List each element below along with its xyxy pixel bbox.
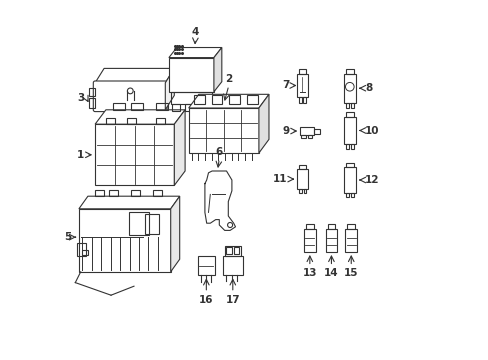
Bar	[106, 118, 115, 124]
Bar	[197, 104, 204, 111]
Bar	[184, 104, 192, 111]
Bar	[226, 247, 231, 254]
Text: 12: 12	[365, 175, 379, 185]
Bar	[223, 256, 242, 275]
Bar	[298, 69, 305, 74]
Bar	[82, 250, 88, 256]
Text: 5: 5	[63, 232, 71, 242]
Bar	[193, 95, 204, 104]
Bar	[170, 92, 212, 104]
Bar	[113, 103, 124, 110]
Bar	[297, 169, 307, 189]
Polygon shape	[170, 196, 179, 272]
Bar	[129, 212, 149, 235]
Bar	[88, 98, 95, 108]
Polygon shape	[79, 196, 179, 209]
Bar	[305, 224, 313, 229]
Text: 4: 4	[191, 27, 199, 37]
Bar	[168, 58, 213, 92]
Text: 10: 10	[365, 126, 379, 135]
Text: 16: 16	[199, 295, 213, 305]
Polygon shape	[188, 94, 268, 108]
Bar	[131, 103, 142, 110]
Bar	[145, 214, 159, 234]
Text: 17: 17	[225, 295, 240, 305]
Bar	[345, 193, 348, 197]
Bar	[156, 118, 165, 124]
Bar	[350, 193, 353, 197]
Bar	[345, 229, 356, 252]
Bar	[300, 127, 313, 135]
Text: 7: 7	[282, 81, 289, 90]
Bar	[350, 144, 353, 149]
Bar	[343, 167, 355, 193]
Bar	[224, 246, 241, 256]
Bar	[299, 189, 302, 193]
Polygon shape	[174, 110, 185, 185]
Bar	[77, 243, 86, 256]
Text: 15: 15	[343, 268, 358, 278]
Text: 3: 3	[77, 93, 84, 103]
Polygon shape	[165, 68, 174, 110]
Polygon shape	[258, 94, 268, 153]
Bar	[345, 69, 353, 74]
Bar	[303, 97, 305, 103]
Text: 11: 11	[273, 174, 287, 184]
Bar	[345, 103, 348, 108]
Bar	[313, 129, 320, 134]
Bar	[350, 103, 353, 108]
Text: 1: 1	[77, 150, 84, 160]
Bar	[172, 104, 180, 111]
Bar	[229, 95, 240, 104]
Bar	[131, 190, 140, 196]
Polygon shape	[95, 68, 174, 83]
Polygon shape	[95, 110, 185, 124]
Bar	[152, 190, 162, 196]
Bar	[127, 118, 136, 124]
Bar	[156, 103, 167, 110]
Bar	[109, 190, 118, 196]
Text: 14: 14	[324, 268, 338, 278]
Bar	[95, 124, 174, 185]
Bar	[233, 247, 239, 254]
Text: 2: 2	[225, 73, 232, 84]
Bar	[307, 135, 311, 138]
Bar	[299, 165, 306, 169]
Polygon shape	[213, 48, 222, 92]
Bar	[345, 112, 353, 117]
Bar	[343, 117, 355, 144]
Bar	[211, 95, 222, 104]
Bar	[88, 88, 95, 96]
Bar	[325, 229, 337, 252]
Bar	[197, 256, 215, 275]
FancyBboxPatch shape	[93, 81, 167, 112]
Polygon shape	[168, 48, 222, 58]
Bar	[345, 163, 353, 167]
Bar	[345, 144, 348, 149]
Text: 8: 8	[365, 83, 371, 93]
Text: 13: 13	[302, 268, 316, 278]
Text: 9: 9	[282, 126, 289, 136]
Bar	[79, 209, 170, 272]
Bar	[296, 74, 307, 97]
Bar	[247, 95, 258, 104]
Bar	[347, 224, 354, 229]
Bar	[303, 189, 306, 193]
Bar	[301, 135, 305, 138]
Bar	[343, 74, 355, 103]
Bar	[327, 224, 335, 229]
Bar	[95, 190, 104, 196]
Bar	[303, 229, 315, 252]
Bar	[188, 108, 258, 153]
Text: 6: 6	[215, 147, 223, 157]
Bar	[298, 97, 301, 103]
